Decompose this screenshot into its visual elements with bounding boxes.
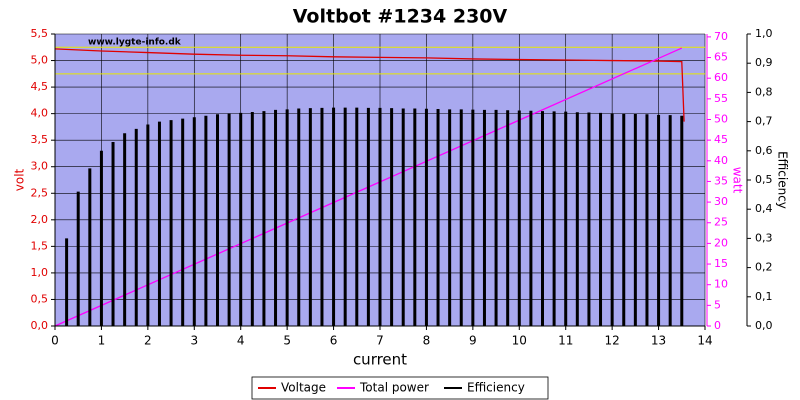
x-tick-label: 11 [558, 334, 573, 348]
legend-box [251, 376, 549, 400]
x-tick-label: 14 [697, 334, 712, 348]
y-tick-label: 2,0 [31, 213, 49, 226]
y3-tick-label: 1,0 [755, 27, 773, 40]
x-tick-label: 7 [376, 334, 384, 348]
y-tick-label: 1,5 [31, 239, 49, 252]
y2-tick-label: 70 [714, 30, 728, 43]
x-tick-label: 5 [283, 334, 291, 348]
y2-tick-label: 45 [714, 133, 728, 146]
y-tick-label: 5,0 [31, 54, 49, 67]
x-tick-label: 3 [190, 334, 198, 348]
y3-tick-label: 0,0 [755, 319, 773, 332]
y2-tick-label: 60 [714, 71, 728, 84]
y-tick-label: 5,5 [31, 27, 49, 40]
y-tick-label: 0,0 [31, 319, 49, 332]
y3-tick-label: 0,7 [755, 115, 773, 128]
chart-title: Voltbot #1234 230V [293, 6, 508, 28]
y3-tick-label: 0,8 [755, 85, 773, 98]
x-tick-label: 1 [98, 334, 106, 348]
y2-tick-label: 10 [714, 278, 728, 291]
y2-axis-label: watt [731, 167, 745, 194]
y-tick-label: 2,5 [31, 186, 49, 199]
y2-tick-label: 0 [714, 319, 721, 332]
x-axis-label: current [353, 351, 407, 369]
x-tick-label: 8 [423, 334, 431, 348]
legend-label: Total power [359, 381, 429, 395]
y2-tick-label: 30 [714, 195, 728, 208]
y-tick-label: 0,5 [31, 292, 49, 305]
y3-tick-label: 0,3 [755, 231, 773, 244]
y3-tick-label: 0,6 [755, 144, 773, 157]
x-tick-label: 10 [512, 334, 527, 348]
legend-label: Voltage [281, 381, 326, 395]
y2-tick-label: 40 [714, 154, 728, 167]
y2-tick-label: 20 [714, 236, 728, 249]
y-tick-label: 3,0 [31, 160, 49, 173]
series-line [54, 48, 685, 122]
x-tick-label: 13 [651, 334, 666, 348]
y-tick-label: 1,0 [31, 266, 49, 279]
y2-tick-label: 5 [714, 298, 721, 311]
y3-axis-label: Efficiency [776, 151, 790, 209]
y-tick-label: 4,5 [31, 80, 49, 93]
x-tick-label: 9 [469, 334, 477, 348]
y2-tick-label: 50 [714, 112, 728, 125]
y-tick-label: 4,0 [31, 107, 49, 120]
y2-tick-label: 65 [714, 51, 728, 64]
y-tick-label: 3,5 [31, 133, 49, 146]
y-axis-label: volt [13, 168, 27, 191]
y3-tick-label: 0,4 [755, 202, 773, 215]
watermark: www.lygte-info.dk [88, 38, 182, 48]
y2-tick-label: 25 [714, 216, 728, 229]
y2-tick-label: 55 [714, 92, 728, 105]
y2-tick-label: 15 [714, 257, 728, 270]
y3-tick-label: 0,9 [755, 56, 773, 69]
x-tick-label: 0 [51, 334, 59, 348]
legend-label: Efficiency [467, 381, 525, 395]
x-tick-label: 2 [144, 334, 152, 348]
x-tick-label: 6 [330, 334, 338, 348]
y3-tick-label: 0,1 [755, 290, 773, 303]
y3-tick-label: 0,2 [755, 261, 773, 274]
y3-tick-label: 0,5 [755, 173, 773, 186]
x-tick-label: 12 [605, 334, 620, 348]
x-tick-label: 4 [237, 334, 245, 348]
y2-tick-label: 35 [714, 174, 728, 187]
